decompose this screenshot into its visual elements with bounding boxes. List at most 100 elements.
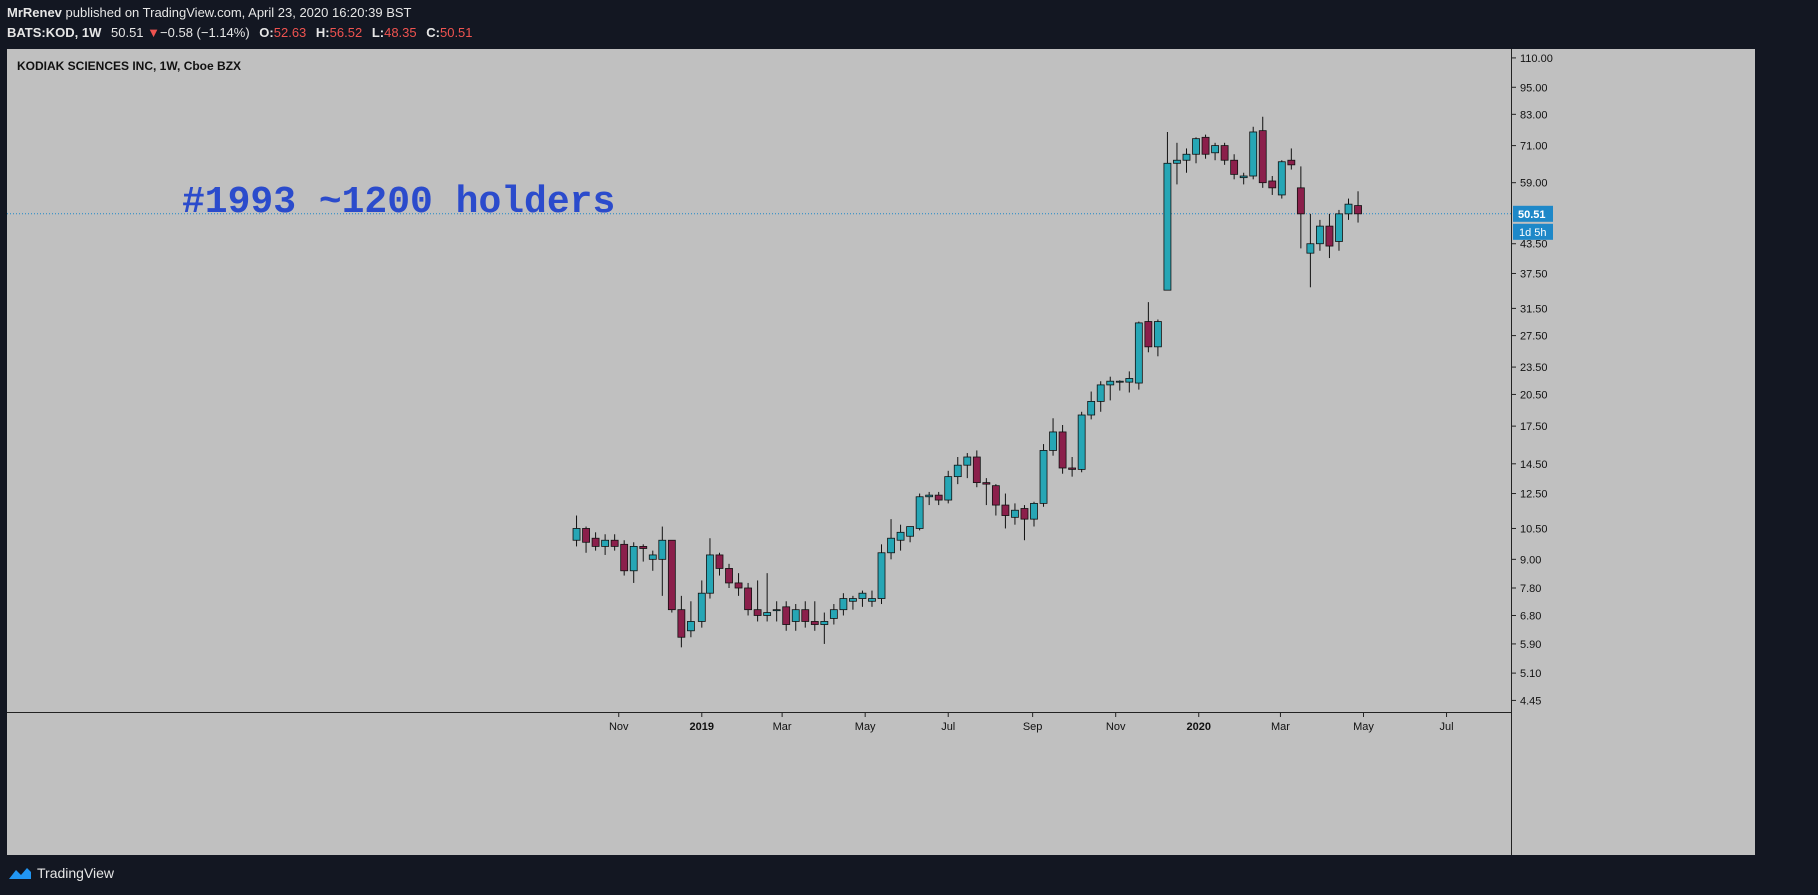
candle-body xyxy=(1354,205,1362,215)
candle-down xyxy=(1354,191,1362,223)
candle-body xyxy=(1125,378,1134,383)
candle-up xyxy=(1335,209,1343,251)
candle-body xyxy=(1049,431,1057,451)
candle-up xyxy=(877,544,886,605)
candle-body xyxy=(1316,225,1324,245)
price-tick-label: 14.50 xyxy=(1520,459,1548,471)
candle-body xyxy=(1087,400,1096,416)
candle-body xyxy=(772,609,781,612)
candle-up xyxy=(1316,219,1324,251)
candle-body xyxy=(944,476,953,501)
candle-body xyxy=(677,609,686,638)
candle-body xyxy=(1220,145,1229,161)
time-axis[interactable]: Nov 2019 Mar May Jul Sep Nov 2020 Mar May Jul xyxy=(609,712,1454,733)
candle-up xyxy=(1344,198,1353,220)
candle-body xyxy=(934,494,943,501)
candle-body xyxy=(915,496,924,529)
candle-body xyxy=(991,485,1000,506)
price-axis[interactable]: 110.00 95.00 83.00 71.00 59.00 43.50 37.50 31.5… xyxy=(1511,53,1553,708)
candle-down xyxy=(1201,134,1210,159)
candle-body xyxy=(1096,384,1105,402)
time-tick-label: Mar xyxy=(773,721,792,733)
candle-up xyxy=(1277,160,1286,199)
candle-body xyxy=(667,539,676,611)
candle-body xyxy=(1173,159,1181,164)
candle-down xyxy=(1068,457,1077,477)
annotation-text[interactable]: #1993 ~1200 holders xyxy=(182,181,615,224)
tradingview-logo-icon xyxy=(9,868,31,879)
candle-body xyxy=(1335,213,1343,242)
candle-body xyxy=(715,554,724,569)
candle-body xyxy=(658,539,667,560)
candle-down xyxy=(1230,154,1239,180)
price-tick-label: 4.45 xyxy=(1520,695,1541,707)
chart-canvas[interactable]: 110.00 95.00 83.00 71.00 59.00 43.50 37.50 31.5… xyxy=(7,49,1755,855)
candle-down xyxy=(1268,176,1277,195)
candle-down xyxy=(1020,505,1029,541)
low-label: L: xyxy=(371,25,385,40)
candle-up xyxy=(1239,172,1248,185)
tradingview-logo[interactable]: TradingView xyxy=(8,865,114,881)
candle-body xyxy=(620,543,629,572)
footer-bar: TradingView xyxy=(0,855,1818,895)
price-tick-label: 95.00 xyxy=(1520,82,1548,94)
candle-down xyxy=(982,478,991,506)
open-value: 52.63 xyxy=(273,25,307,40)
high-value: 56.52 xyxy=(329,25,363,40)
candle-up xyxy=(648,550,657,571)
candle-up xyxy=(1115,380,1124,391)
price-tick-label: 71.00 xyxy=(1520,141,1548,153)
candle-down xyxy=(1058,424,1067,474)
candle-up xyxy=(772,601,781,622)
high-label: H: xyxy=(315,25,330,40)
symbol-label[interactable]: BATS:KOD, 1W xyxy=(7,25,102,40)
candle-up xyxy=(849,595,857,610)
close-value: 50.51 xyxy=(439,25,473,40)
candle-up xyxy=(1163,131,1172,291)
candle-body xyxy=(1058,431,1067,469)
last-price-label: 50.51 xyxy=(1518,209,1546,221)
candle-body xyxy=(1163,162,1172,291)
time-tick-label: 2020 xyxy=(1187,721,1211,733)
author-name[interactable]: MrRenev xyxy=(7,5,62,20)
candle-up xyxy=(925,491,934,506)
candle-down xyxy=(1220,142,1229,165)
candle-body xyxy=(1192,138,1200,155)
candle-body xyxy=(706,554,714,594)
candle-down xyxy=(782,601,791,631)
candle-down xyxy=(744,582,752,616)
close-label: C: xyxy=(426,25,440,40)
price-tick-label: 110.00 xyxy=(1520,53,1553,65)
price-tick-label: 9.00 xyxy=(1520,554,1541,566)
countdown-badge xyxy=(1513,223,1553,240)
candle-body xyxy=(1230,159,1239,175)
candle-up xyxy=(868,590,876,607)
candle-down xyxy=(667,539,676,613)
candle-up xyxy=(601,534,610,555)
candle-body xyxy=(1115,380,1124,383)
candle-body xyxy=(1211,145,1219,154)
candle-up xyxy=(1192,137,1200,164)
candle-down xyxy=(972,450,981,488)
countdown-label: 1d 5h xyxy=(1519,227,1547,239)
candle-body xyxy=(1153,321,1162,348)
candle-down xyxy=(1001,493,1010,529)
candle-body xyxy=(963,456,972,466)
candle-body xyxy=(1239,175,1248,179)
candle-up xyxy=(1211,142,1219,161)
candle-up xyxy=(1306,213,1315,288)
candle-body xyxy=(791,609,800,622)
chart-area[interactable]: 110.00 95.00 83.00 71.00 59.00 43.50 37.50 31.5… xyxy=(7,49,1755,855)
open-label: O: xyxy=(259,25,274,40)
candle-body xyxy=(725,568,733,584)
candle-up xyxy=(706,538,714,599)
time-tick-label: Nov xyxy=(609,721,629,733)
candle-up xyxy=(791,604,800,631)
candle-up xyxy=(572,515,581,547)
candle-body xyxy=(629,546,638,572)
candle-body xyxy=(1134,322,1143,384)
candle-up xyxy=(1096,381,1105,412)
candle-body xyxy=(686,621,695,632)
candle-down xyxy=(991,484,1000,516)
candle-up xyxy=(763,573,772,622)
